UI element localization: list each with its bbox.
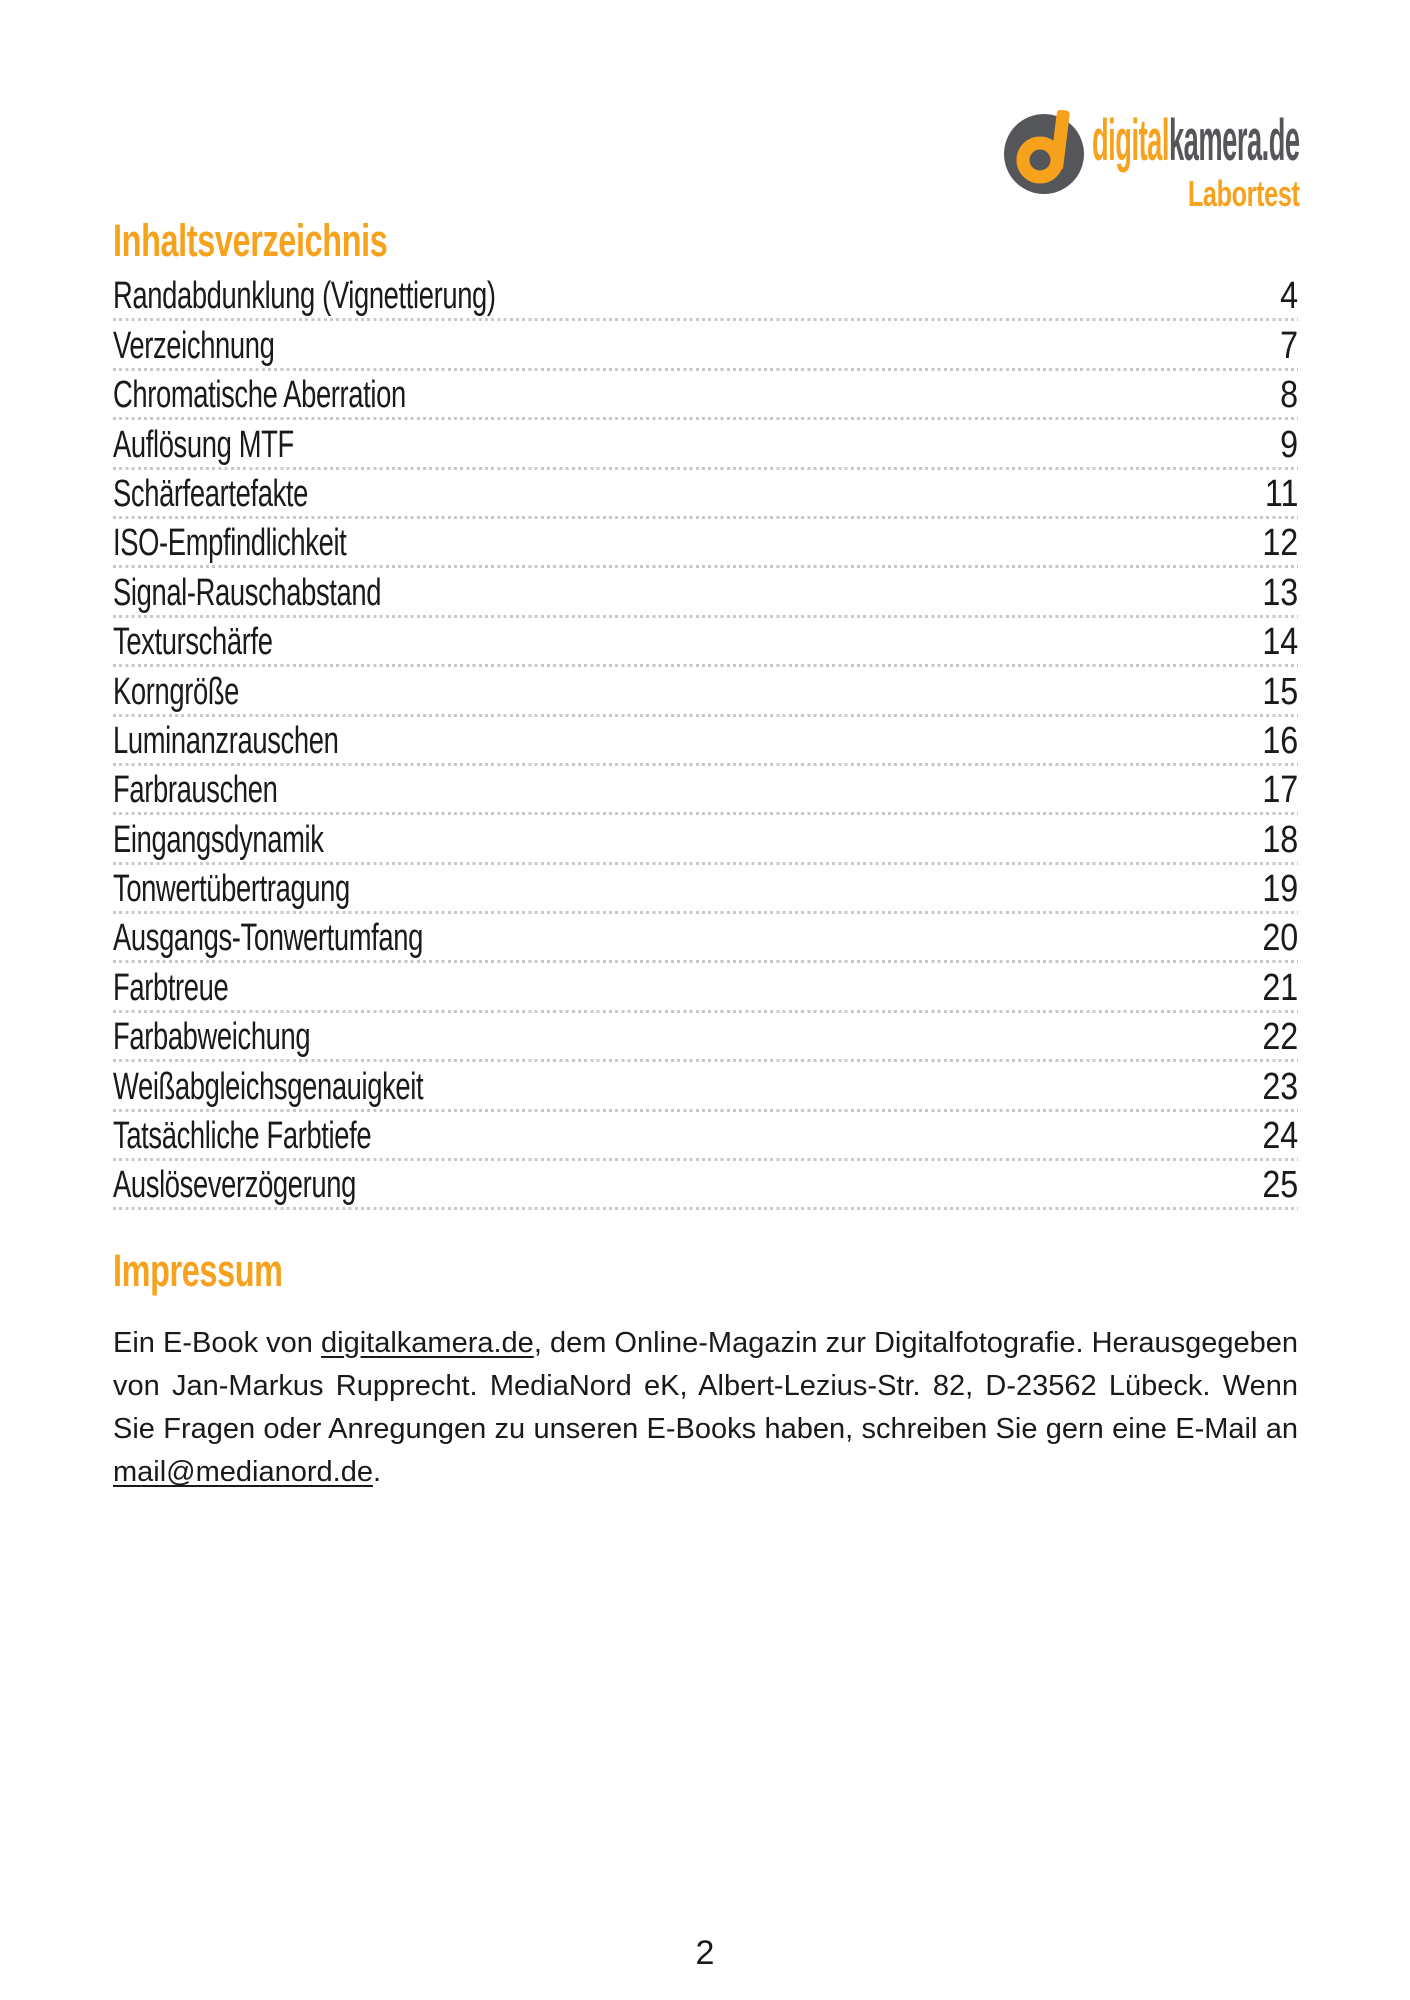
toc-row[interactable]: Texturschärfe 14 — [113, 618, 1298, 668]
toc-entry-title: Randabdunklung (Vignettierung) — [113, 275, 496, 318]
impressum-text: Ein E-Book von — [113, 1327, 322, 1359]
toc-entry-page: 11 — [1264, 472, 1298, 515]
toc-heading: Inhaltsverzeichnis — [113, 215, 388, 266]
toc-row[interactable]: Ausgangs-Tonwertumfang 20 — [113, 914, 1298, 964]
brand-name-digital: digital — [1092, 108, 1169, 173]
toc-row[interactable]: ISO-Empfindlichkeit 12 — [113, 519, 1298, 569]
toc-row[interactable]: Signal-Rauschabstand 13 — [113, 568, 1298, 619]
toc-entry-title: Farbrauschen — [113, 769, 278, 812]
toc-entry-page: 17 — [1262, 769, 1298, 812]
toc-entry-title: Korngröße — [113, 670, 240, 713]
toc-row[interactable]: Schärfeartefakte 11 — [113, 470, 1298, 520]
toc-entry-page: 7 — [1280, 324, 1298, 367]
toc-list: Randabdunklung (Vignettierung) 4 Verzeich… — [113, 272, 1298, 1211]
toc-row[interactable]: Eingangsdynamik 18 — [113, 815, 1298, 866]
toc-entry-title: Tatsächliche Farbtiefe — [113, 1115, 372, 1158]
toc-entry-title: Tonwertübertragung — [113, 868, 350, 911]
toc-row[interactable]: Weißabgleichsgenauigkeit 23 — [113, 1062, 1298, 1113]
impressum-text: , dem Online-Magazin zur Digitalfotograf… — [113, 1327, 1298, 1445]
toc-entry-title: Auflösung MTF — [113, 423, 294, 466]
digitalkamera-link[interactable]: digitalkamera.de — [321, 1327, 534, 1359]
toc-entry-page: 15 — [1262, 670, 1298, 713]
digitalkamera-logo-icon — [1004, 109, 1084, 194]
toc-entry-title: Luminanzrauschen — [113, 719, 339, 762]
toc-row[interactable]: Auflösung MTF 9 — [113, 420, 1298, 470]
toc-entry-page: 19 — [1262, 868, 1298, 911]
toc-row[interactable]: Tatsächliche Farbtiefe 24 — [113, 1112, 1298, 1162]
email-link[interactable]: mail@medianord.de — [113, 1456, 373, 1488]
toc-entry-page: 4 — [1280, 275, 1298, 318]
toc-entry-page: 18 — [1262, 818, 1298, 861]
toc-entry-title: Schärfeartefakte — [113, 472, 308, 515]
toc-entry-page: 25 — [1262, 1164, 1298, 1207]
toc-entry-title: Signal-Rauschabstand — [113, 571, 382, 614]
impressum-paragraph: Ein E-Book von digitalkamera.de, dem Onl… — [113, 1322, 1298, 1494]
toc-entry-page: 12 — [1262, 522, 1298, 565]
brand-name-kamera-de: kamera.de — [1168, 108, 1300, 173]
toc-entry-title: Chromatische Aberration — [113, 374, 406, 417]
toc-entry-title: Farbabweichung — [113, 1016, 311, 1059]
toc-entry-page: 13 — [1262, 571, 1298, 614]
toc-entry-page: 20 — [1262, 917, 1298, 960]
toc-entry-page: 14 — [1262, 621, 1298, 664]
toc-row[interactable]: Farbtreue 21 — [113, 963, 1298, 1014]
toc-row[interactable]: Korngröße 15 — [113, 667, 1298, 717]
toc-entry-page: 21 — [1262, 966, 1298, 1009]
toc-entry-title: Weißabgleichsgenauigkeit — [113, 1065, 424, 1108]
toc-entry-title: Texturschärfe — [113, 621, 273, 664]
brand-name: digitalkamera.de — [1092, 112, 1300, 170]
toc-entry-title: ISO-Empfindlichkeit — [113, 522, 347, 565]
toc-row[interactable]: Farbabweichung 22 — [113, 1013, 1298, 1063]
toc-entry-title: Farbtreue — [113, 966, 229, 1009]
toc-entry-title: Auslöseverzögerung — [113, 1164, 356, 1207]
toc-entry-title: Eingangsdynamik — [113, 818, 324, 861]
impressum-text: . — [372, 1456, 382, 1488]
toc-row[interactable]: Tonwertübertragung 19 — [113, 865, 1298, 915]
toc-row[interactable]: Farbrauschen 17 — [113, 766, 1298, 816]
toc-entry-page: 22 — [1262, 1016, 1298, 1059]
toc-entry-title: Verzeichnung — [113, 324, 275, 367]
toc-row[interactable]: Auslöseverzögerung 25 — [113, 1161, 1298, 1211]
toc-row[interactable]: Luminanzrauschen 16 — [113, 717, 1298, 767]
toc-entry-page: 24 — [1262, 1115, 1298, 1158]
toc-row[interactable]: Chromatische Aberration 8 — [113, 371, 1298, 421]
toc-entry-page: 9 — [1280, 423, 1298, 466]
impressum-heading: Impressum — [113, 1245, 283, 1296]
toc-entry-title: Ausgangs-Tonwertumfang — [113, 917, 423, 960]
brand-logo-text: digitalkamera.de Labortest — [1092, 112, 1318, 215]
toc-entry-page: 23 — [1262, 1065, 1298, 1108]
toc-entry-page: 8 — [1280, 374, 1298, 417]
toc-row[interactable]: Randabdunklung (Vignettierung) 4 — [113, 272, 1298, 322]
toc-entry-page: 16 — [1262, 719, 1298, 762]
toc-row[interactable]: Verzeichnung 7 — [113, 321, 1298, 372]
brand-subtitle-labortest: Labortest — [1188, 173, 1300, 214]
brand-logo: digitalkamera.de Labortest — [1002, 109, 1318, 215]
page-number: 2 — [695, 1934, 715, 1972]
